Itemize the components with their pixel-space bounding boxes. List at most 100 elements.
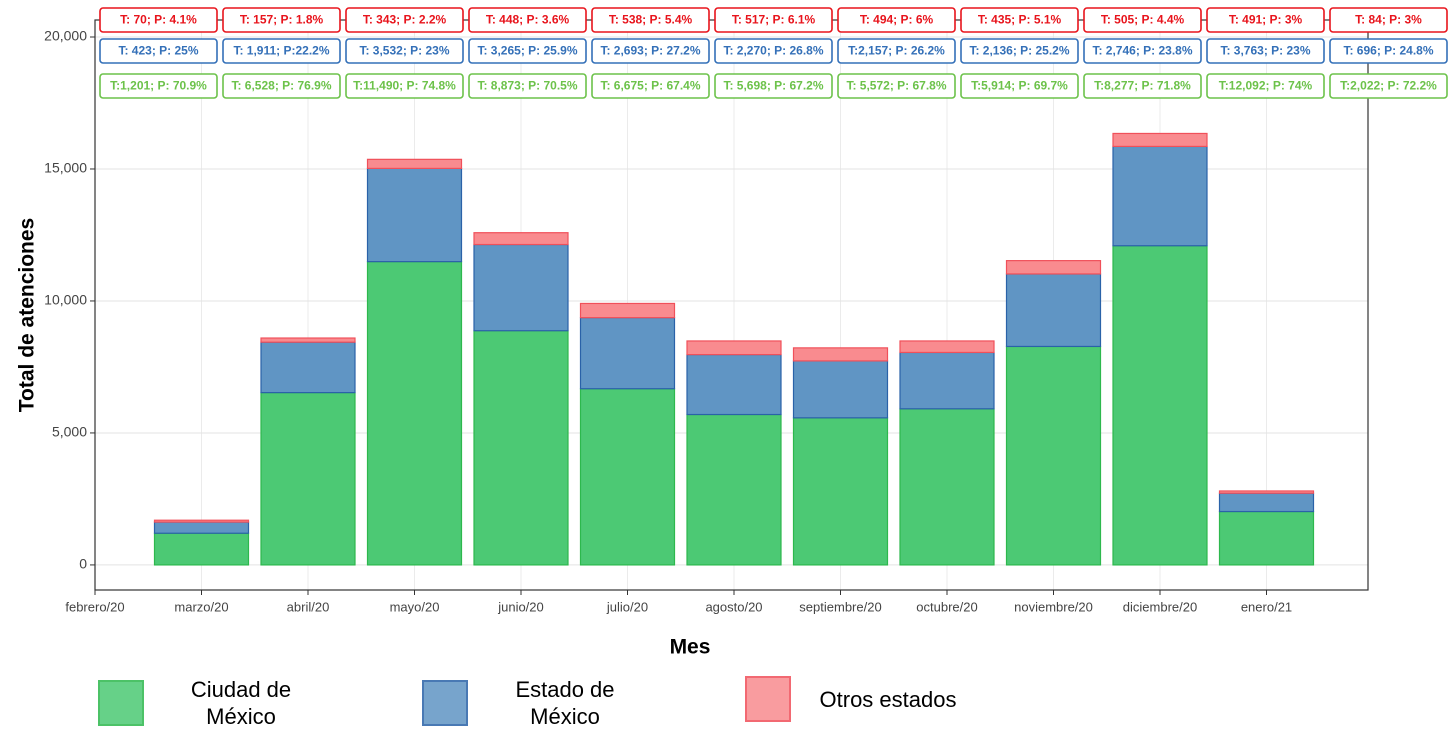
y-axis-title: Total de atenciones — [16, 218, 39, 413]
data-label: T: 1,911; P:22.2% — [233, 44, 329, 58]
x-tick-label: diciembre/20 — [1123, 599, 1197, 614]
data-label: T: 6,528; P: 76.9% — [231, 79, 331, 93]
legend-label: Estado de México — [515, 677, 615, 729]
label-box — [99, 7, 218, 33]
legend-swatch — [98, 680, 144, 726]
legend-item: Ciudad de México — [98, 676, 316, 730]
label-box — [345, 73, 464, 99]
data-label: T:5,914; P: 69.7% — [971, 79, 1068, 93]
data-label: T:1,201; P: 70.9% — [110, 79, 207, 93]
data-label: T: 157; P: 1.8% — [240, 13, 324, 27]
data-label: T: 2,693; P: 27.2% — [600, 44, 700, 58]
bar-segment — [1112, 132, 1208, 148]
data-label: T: 2,746; P: 23.8% — [1092, 44, 1192, 58]
y-tick-label: 5,000 — [52, 424, 87, 440]
label-box — [1329, 7, 1448, 33]
data-label: T: 8,873; P: 70.5% — [477, 79, 577, 93]
y-tick-label: 10,000 — [44, 292, 87, 308]
data-label: T:8,277; P: 71.8% — [1094, 79, 1191, 93]
bar-segment — [1112, 245, 1208, 566]
label-box — [591, 73, 710, 99]
x-tick-label: julio/20 — [606, 599, 648, 614]
legend-item: Estado de México — [422, 676, 640, 730]
label-box — [837, 7, 956, 33]
bar-segment — [473, 243, 569, 332]
label-box — [1083, 7, 1202, 33]
label-box — [837, 73, 956, 99]
data-label: T: 2,136; P: 25.2% — [969, 44, 1069, 58]
bar-segment — [1005, 260, 1102, 275]
label-box — [345, 38, 464, 64]
data-label: T: 343; P: 2.2% — [363, 13, 447, 27]
label-box — [591, 38, 710, 64]
bar-segment — [579, 388, 676, 566]
y-tick-label: 0 — [79, 556, 87, 572]
label-box — [1329, 73, 1448, 99]
bar-segment — [153, 532, 250, 566]
data-label: T: 84; P: 3% — [1355, 13, 1422, 27]
data-label: T: 505; P: 4.4% — [1101, 13, 1185, 27]
bar-segment — [792, 360, 889, 419]
bar-segment — [1218, 492, 1315, 513]
data-label: T: 2,270; P: 26.8% — [723, 44, 823, 58]
legend-label: Otros estados — [819, 686, 957, 712]
label-box — [99, 38, 218, 64]
label-box — [222, 73, 341, 99]
bar-segment — [686, 413, 782, 566]
label-box — [1083, 38, 1202, 64]
label-box — [1206, 7, 1325, 33]
bar-segment — [899, 351, 995, 410]
label-box — [468, 38, 587, 64]
bar-segment — [260, 392, 356, 566]
bar-segment — [473, 330, 569, 566]
data-label: T: 423; P: 25% — [118, 44, 198, 58]
bar-segment — [686, 353, 782, 416]
x-tick-label: junio/20 — [497, 599, 544, 614]
data-label: T:2,022; P: 72.2% — [1340, 79, 1437, 93]
bar-segment — [899, 408, 995, 566]
label-box — [837, 38, 956, 64]
data-label: T: 3,532; P: 23% — [359, 44, 449, 58]
bar-segment — [153, 519, 250, 523]
label-box — [99, 73, 218, 99]
data-label: T: 494; P: 6% — [860, 13, 934, 27]
x-tick-label: septiembre/20 — [799, 599, 881, 614]
label-box — [222, 7, 341, 33]
data-label: T: 5,698; P: 67.2% — [723, 79, 823, 93]
x-tick-label: febrero/20 — [65, 599, 124, 614]
bar-segment — [1005, 345, 1102, 566]
bar-segment — [366, 167, 463, 263]
bar-segment — [579, 302, 676, 319]
bar-segment — [366, 158, 463, 170]
label-box — [222, 38, 341, 64]
data-label: T: 3,763; P: 23% — [1220, 44, 1310, 58]
legend-label: Ciudad de México — [190, 677, 292, 729]
x-tick-label: noviembre/20 — [1014, 599, 1093, 614]
bar-segment — [260, 337, 356, 343]
label-box — [1329, 38, 1448, 64]
data-label: T: 448; P: 3.6% — [486, 13, 570, 27]
legend-swatch — [422, 680, 468, 726]
data-label: T: 517; P: 6.1% — [732, 13, 816, 27]
data-label: T: 3,265; P: 25.9% — [477, 44, 577, 58]
bar-segment — [1112, 145, 1208, 247]
label-box — [960, 38, 1079, 64]
x-tick-label: marzo/20 — [174, 599, 228, 614]
data-label: T:11,490; P: 74.8% — [353, 79, 456, 93]
bar-segment — [686, 340, 782, 356]
y-tick-label: 20,000 — [44, 28, 87, 44]
data-label: T: 491; P: 3% — [1229, 13, 1303, 27]
bar-segment — [473, 232, 569, 246]
bar-segment — [899, 340, 995, 354]
data-label: T: 70; P: 4.1% — [120, 13, 197, 27]
label-box — [1206, 38, 1325, 64]
data-label: T: 696; P: 24.8% — [1343, 44, 1433, 58]
bar-segment — [1218, 490, 1315, 494]
x-tick-label: agosto/20 — [705, 599, 762, 614]
data-label: T: 6,675; P: 67.4% — [600, 79, 700, 93]
data-label: T:2,157; P: 26.2% — [848, 44, 945, 58]
bar-segment — [260, 341, 356, 394]
bar-segment — [792, 417, 889, 566]
